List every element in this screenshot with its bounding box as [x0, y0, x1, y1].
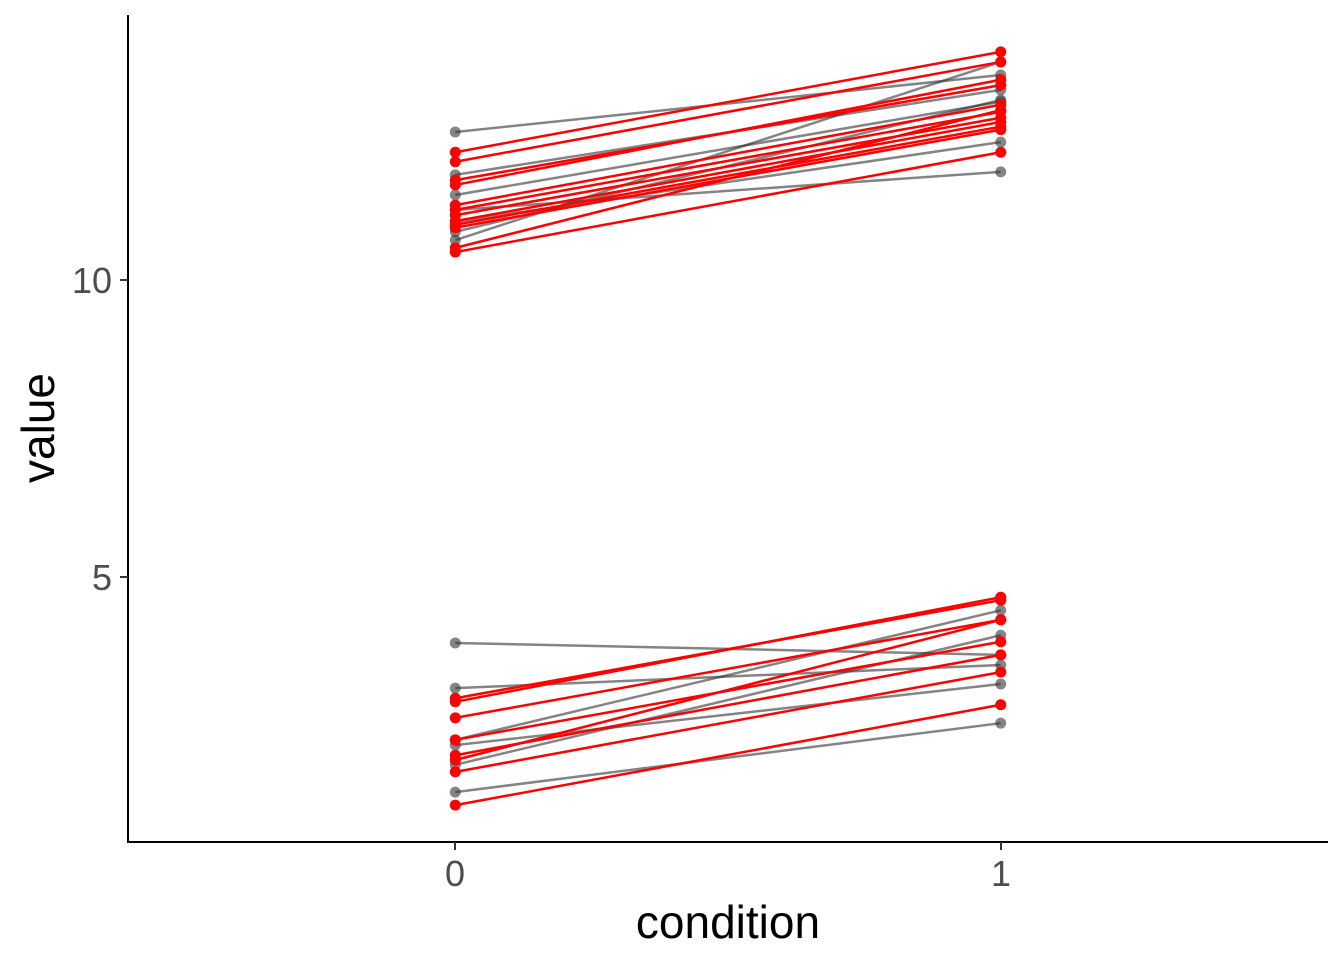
- gray-series-line: [454, 609, 1002, 742]
- y-tick-label-5: 5: [92, 557, 112, 598]
- red-data-point: [449, 156, 461, 168]
- red-data-point: [449, 242, 461, 254]
- gray-series-line: [455, 100, 1001, 197]
- red-series-line: [455, 703, 1001, 807]
- red-series-line: [455, 50, 1001, 154]
- red-series-line: [455, 60, 1001, 163]
- red-data-point: [449, 754, 461, 766]
- red-series-line: [455, 103, 1001, 207]
- red-series-line: [455, 125, 1001, 226]
- gray-data-point: [449, 637, 461, 649]
- red-series-line: [455, 618, 1001, 720]
- x-tick-label-1: 1: [991, 853, 1011, 894]
- red-data-point: [995, 699, 1007, 711]
- red-series-line: [455, 151, 1001, 254]
- red-data-point: [449, 712, 461, 724]
- gray-data-point: [449, 234, 461, 246]
- gray-data-point: [449, 189, 461, 201]
- red-data-point: [995, 56, 1007, 68]
- y-tick-label-10: 10: [72, 260, 112, 301]
- red-data-point: [449, 222, 461, 234]
- gray-series-line: [455, 682, 1001, 747]
- red-series-line: [455, 653, 1001, 757]
- red-data-point: [995, 636, 1007, 648]
- red-data-point: [995, 104, 1007, 116]
- gray-series-line: [455, 73, 1001, 134]
- red-series-line: [455, 595, 1001, 704]
- gray-data-point: [995, 166, 1007, 178]
- gray-data-point: [449, 786, 461, 798]
- red-data-point: [995, 614, 1007, 626]
- red-data-point: [995, 46, 1007, 58]
- red-data-point: [449, 696, 461, 708]
- red-data-point: [995, 666, 1007, 678]
- gray-data-point: [995, 136, 1007, 148]
- red-data-point: [449, 734, 461, 746]
- red-series-line: [455, 78, 1001, 187]
- red-series-line: [454, 618, 1002, 762]
- red-series-line: [455, 120, 1001, 223]
- red-data-point: [995, 591, 1007, 603]
- red-data-point: [995, 649, 1007, 661]
- y-axis-title: value: [12, 373, 64, 483]
- red-data-point: [449, 799, 461, 811]
- red-data-point: [449, 179, 461, 191]
- red-series-line: [454, 108, 1002, 250]
- red-data-point: [995, 124, 1007, 136]
- x-axis-title: condition: [636, 896, 820, 948]
- gray-data-point: [995, 717, 1007, 729]
- gray-series-line: [455, 721, 1001, 794]
- gray-data-point: [449, 682, 461, 694]
- red-series-line: [455, 110, 1001, 212]
- plot-marks: [449, 46, 1007, 811]
- gray-data-point: [995, 678, 1007, 690]
- red-data-point: [449, 146, 461, 158]
- red-series-line: [455, 670, 1001, 774]
- gray-data-point: [995, 604, 1007, 616]
- red-data-point: [995, 146, 1007, 158]
- gray-data-point: [449, 126, 461, 138]
- x-tick-label-0: 0: [445, 853, 465, 894]
- red-data-point: [995, 74, 1007, 86]
- gray-series-line: [454, 634, 1002, 766]
- red-data-point: [449, 766, 461, 778]
